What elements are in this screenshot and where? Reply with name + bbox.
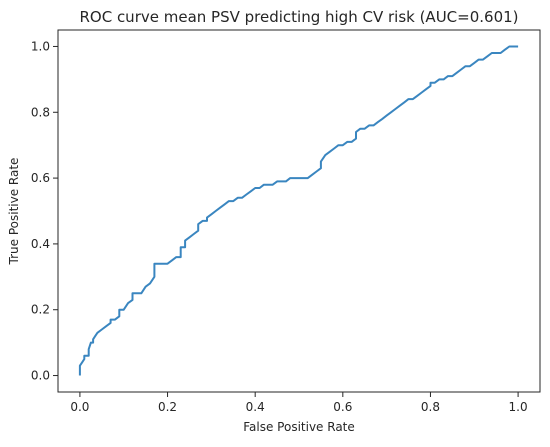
y-axis-label: True Positive Rate <box>7 158 21 266</box>
chart-title: ROC curve mean PSV predicting high CV ri… <box>79 8 518 26</box>
y-axis-ticks: 0.0 0.2 0.4 0.6 0.8 1.0 <box>31 39 58 383</box>
roc-curve-line <box>78 45 519 376</box>
x-axis-label: False Positive Rate <box>243 420 355 434</box>
x-tick-label: 0.2 <box>158 400 177 414</box>
x-tick-label: 1.0 <box>509 400 528 414</box>
y-tick-label: 1.0 <box>31 39 50 53</box>
x-tick-label: 0.8 <box>421 400 440 414</box>
x-tick-label: 0.4 <box>246 400 265 414</box>
y-tick-label: 0.6 <box>31 171 50 185</box>
plot-area-frame <box>57 29 541 393</box>
y-tick-label: 0.4 <box>31 237 50 251</box>
series-layer <box>78 45 519 376</box>
x-axis-ticks: 0.0 0.2 0.4 0.6 0.8 1.0 <box>70 392 528 414</box>
x-tick-label: 0.0 <box>70 400 89 414</box>
y-tick-label: 0.0 <box>31 369 50 383</box>
x-tick-label: 0.6 <box>333 400 352 414</box>
y-tick-label: 0.8 <box>31 105 50 119</box>
y-tick-label: 0.2 <box>31 303 50 317</box>
